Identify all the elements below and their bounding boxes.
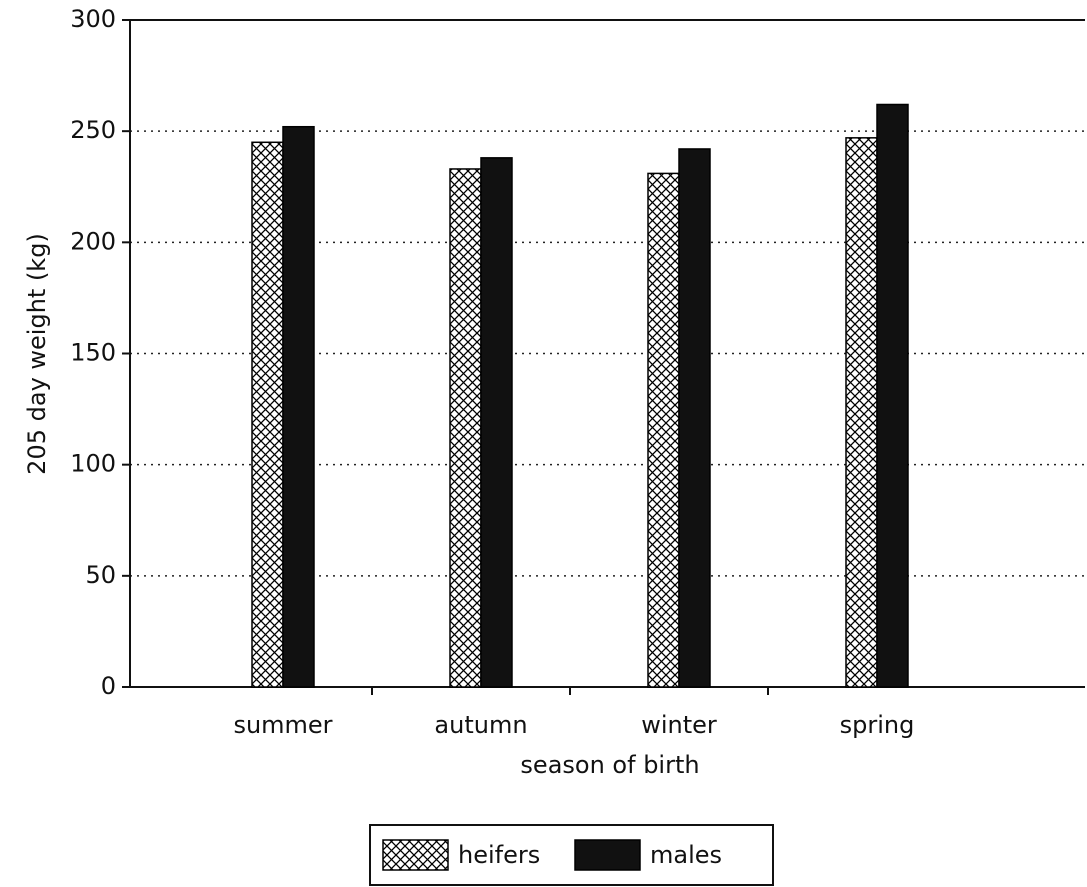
y-tick-label: 300 xyxy=(70,5,116,33)
x-tick-label: summer xyxy=(233,711,332,739)
x-tick-label: winter xyxy=(641,711,717,739)
y-tick-label: 200 xyxy=(70,227,116,255)
y-axis-label: 205 day weight (kg) xyxy=(23,233,51,475)
legend-box xyxy=(369,824,774,886)
y-tick-label: 250 xyxy=(70,116,116,144)
bar xyxy=(480,157,513,688)
bar xyxy=(449,168,482,688)
x-axis-label: season of birth xyxy=(520,751,699,779)
legend-swatch xyxy=(382,839,449,871)
bar xyxy=(845,137,878,688)
bar xyxy=(282,125,315,688)
x-tick-label: spring xyxy=(840,711,915,739)
y-tick-label: 50 xyxy=(85,561,116,589)
bar xyxy=(647,172,680,688)
bar xyxy=(251,141,284,688)
bar xyxy=(678,148,711,688)
legend-swatch xyxy=(574,839,641,871)
bar xyxy=(876,103,909,688)
y-tick-label: 100 xyxy=(70,450,116,478)
y-tick-label: 0 xyxy=(101,672,116,700)
y-tick-label: 150 xyxy=(70,339,116,367)
x-tick-label: autumn xyxy=(434,711,527,739)
legend-label: males xyxy=(650,841,722,869)
legend-label: heifers xyxy=(458,841,540,869)
